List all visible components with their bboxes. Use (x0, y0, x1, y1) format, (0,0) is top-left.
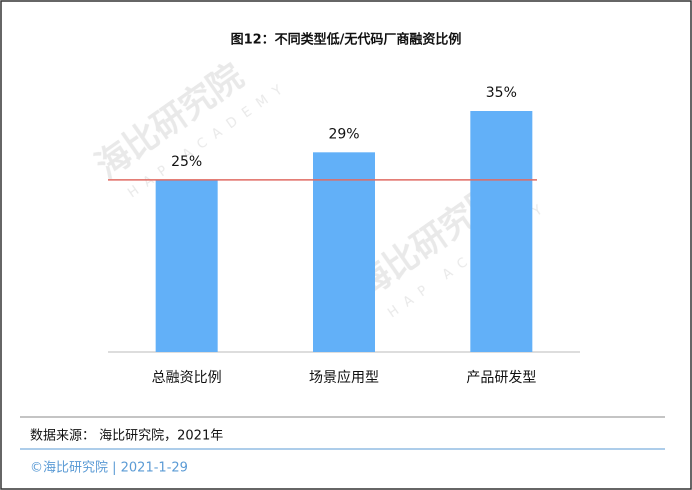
bar (155, 179, 218, 352)
x-tick-label: 总融资比例 (152, 370, 222, 386)
bar (470, 111, 533, 352)
x-tick-label: 场景应用型 (309, 369, 379, 386)
chart-title: 图12：不同类型低/无代码厂商融资比例 (231, 32, 462, 48)
data-label: 29% (328, 126, 359, 142)
x-tick-label: 产品研发型 (466, 370, 536, 386)
footer: ©海比研究院 | 2021-1-29 (30, 461, 188, 476)
bar (313, 152, 375, 352)
data-label: 35% (486, 85, 517, 101)
data-label: 25% (171, 154, 202, 170)
source: 数据来源： 海比研究院，2021年 (30, 429, 223, 444)
